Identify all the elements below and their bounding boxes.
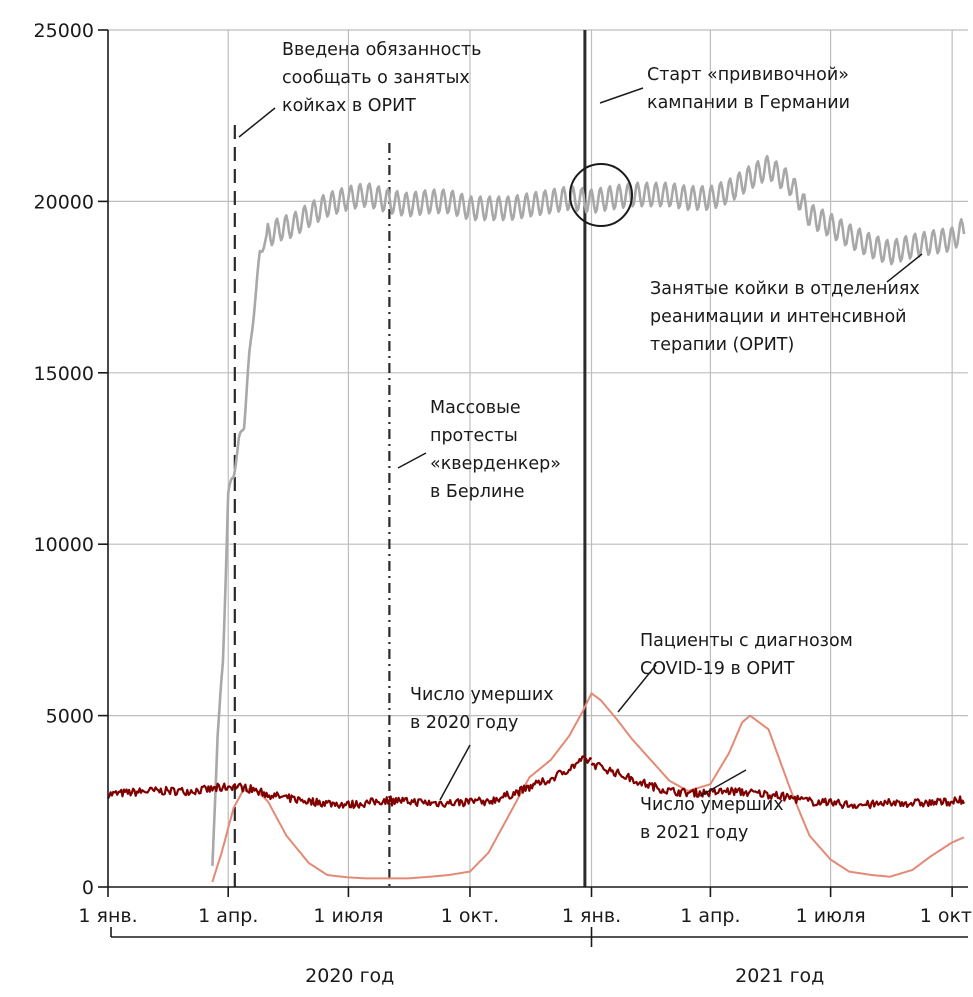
- x-tick-label: 1 окт: [920, 905, 972, 927]
- series-line-0: [211, 154, 966, 866]
- annotation-covid-patients: Пациенты с диагнозом COVID-19 в ОРИТ: [640, 631, 853, 679]
- x-tick-label: 1 июля: [313, 905, 383, 927]
- annotation-protests: Массовые протесты «кверденкер» в Берлине: [430, 398, 561, 502]
- x-tick-label: 1 окт.: [441, 905, 499, 927]
- series-line-3: [590, 762, 966, 810]
- y-tick-label: 0: [82, 877, 94, 899]
- vertical-markers: [233, 30, 587, 887]
- series-line-1: [211, 692, 965, 883]
- year-label-2020: 2020 год: [305, 965, 394, 987]
- x-tick-label: 1 янв.: [78, 905, 137, 927]
- leader-line: [886, 253, 923, 283]
- year-label-2021: 2021 год: [735, 965, 824, 987]
- leader-line: [439, 744, 471, 801]
- leader-line: [617, 664, 657, 713]
- x-tick-label: 1 июля: [796, 905, 866, 927]
- x-tick-label: 1 апр.: [680, 905, 740, 927]
- series-lines: [107, 154, 966, 883]
- highlight-circle: [569, 163, 633, 227]
- y-tick-label: 15000: [34, 363, 94, 385]
- leader-line: [238, 107, 276, 138]
- leader-line: [599, 87, 644, 104]
- x-tick-label: 1 янв.: [562, 905, 621, 927]
- leader-line: [699, 769, 747, 797]
- x-tick-label: 1 апр.: [198, 905, 258, 927]
- annotation-deaths-2020: Число умерших в 2020 году: [410, 685, 554, 733]
- annotation-report-duty: Введена обязанность сообщать о занятых кой…: [282, 40, 481, 116]
- leader-line: [397, 452, 427, 469]
- axes: 0 5000 10000 15000 20000 25000 1 янв. 1 апр. 1 и…: [34, 20, 972, 987]
- y-tick-label: 5000: [46, 706, 94, 728]
- grid: [108, 29, 968, 887]
- series-line-2: [107, 755, 593, 809]
- annotations: Введена обязанность сообщать о занятых кой…: [238, 40, 923, 843]
- y-tick-label: 20000: [34, 191, 94, 213]
- y-tick-label: 10000: [34, 534, 94, 556]
- annotation-vaccine-start: Старт «прививочной» кампании в Германии: [647, 65, 850, 113]
- annotation-deaths-2021: Число умерших в 2021 году: [640, 795, 784, 843]
- y-tick-label: 25000: [34, 20, 94, 42]
- annotation-icu-beds: Занятые койки в отделениях реанимации и и…: [650, 279, 920, 355]
